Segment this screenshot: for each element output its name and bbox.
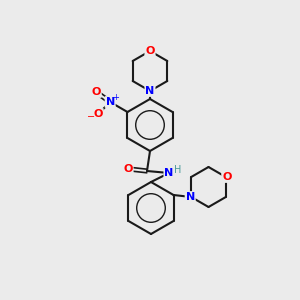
Text: N: N <box>106 97 115 107</box>
Text: O: O <box>222 172 232 182</box>
Text: O: O <box>145 46 155 56</box>
Text: O: O <box>123 164 133 174</box>
Text: H: H <box>174 165 182 175</box>
Text: N: N <box>146 86 154 96</box>
Text: N: N <box>186 192 195 202</box>
Text: +: + <box>112 92 118 101</box>
Text: O: O <box>92 87 101 97</box>
Text: −: − <box>87 112 95 122</box>
Text: O: O <box>94 109 103 119</box>
Text: N: N <box>164 168 174 178</box>
